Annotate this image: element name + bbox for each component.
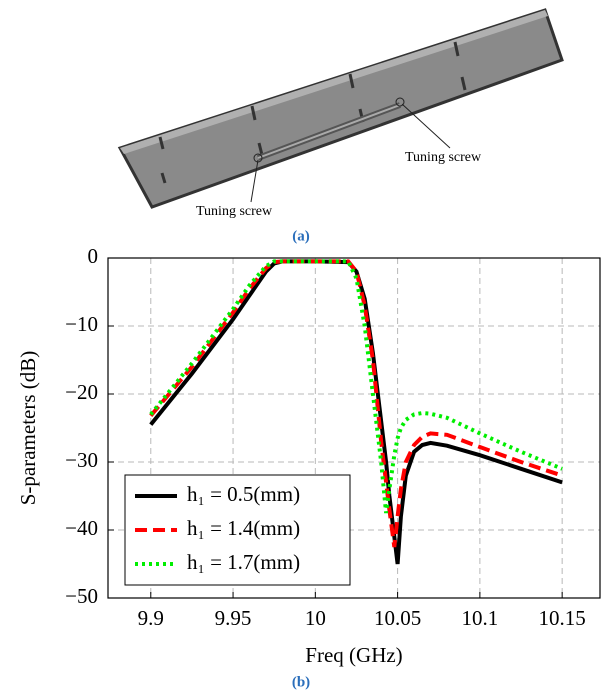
x-tick-label: 10.1 — [462, 606, 499, 630]
y-tick-label: −10 — [65, 312, 98, 336]
x-tick-label: 10.05 — [374, 606, 421, 630]
y-tick-label: 0 — [88, 244, 99, 268]
y-tick-label: −40 — [65, 516, 98, 540]
y-axis-label: S-parameters (dB) — [16, 351, 40, 506]
x-tick-label: 10 — [305, 606, 326, 630]
filter-rendering — [117, 8, 564, 209]
series-line — [149, 259, 563, 514]
x-tick-label: 10.15 — [539, 606, 586, 630]
plot: 9.9 9.95 10 10.05 10.1 10.15 −50 −40 −30 −20 −10 0 h… — [65, 244, 601, 630]
y-tick-label: −50 — [65, 584, 98, 608]
series-line — [149, 259, 563, 565]
caption: (b) — [292, 674, 310, 690]
caption: (a) — [292, 228, 310, 244]
annotation: Tuning screw — [405, 150, 482, 165]
x-axis-label: Freq (GHz) — [305, 643, 402, 667]
plot-frame — [107, 257, 601, 599]
legend: h₁ = 0.5(mm) h₁ = 1.4(mm) h₁ = 1.7(mm) — [124, 474, 351, 586]
legend-label: h₁ = 0.5(mm) — [187, 482, 300, 506]
y-tick-label: −30 — [65, 448, 98, 472]
series-line — [149, 259, 563, 548]
annotation: Tuning screw — [196, 204, 273, 219]
x-tick-label: 9.95 — [215, 606, 252, 630]
legend-label: h₁ = 1.4(mm) — [187, 516, 300, 540]
y-tick-label: −20 — [65, 380, 98, 404]
x-tick-label: 9.9 — [138, 606, 164, 630]
legend-label: h₁ = 1.7(mm) — [187, 550, 300, 574]
